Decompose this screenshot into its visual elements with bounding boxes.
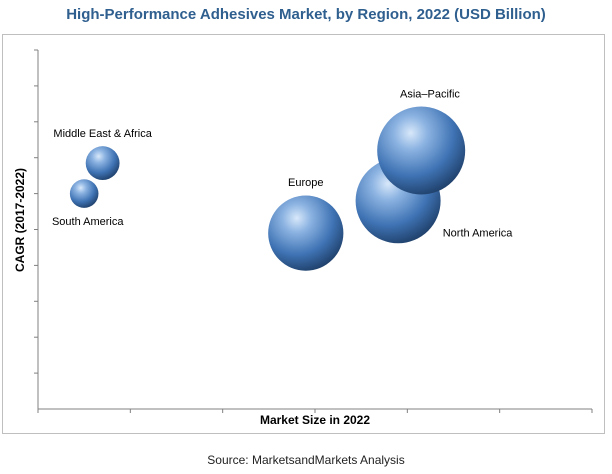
bubble-label: North America	[443, 228, 514, 240]
x-axis-label: Market Size in 2022	[260, 413, 370, 427]
bubble-label: Middle East & Africa	[53, 128, 152, 140]
axes	[34, 49, 593, 413]
bubble-label: Europe	[288, 177, 323, 189]
bubble	[85, 146, 120, 181]
bubble	[377, 106, 466, 195]
source-note: Source: MarketsandMarkets Analysis	[207, 453, 405, 467]
y-axis-label: CAGR (2017-2022)	[13, 168, 27, 272]
bubbles	[69, 106, 466, 271]
bubble-label: South America	[52, 216, 124, 228]
bubble	[69, 179, 99, 208]
bubble-label: Asia–Pacific	[400, 89, 460, 101]
chart-title: High-Performance Adhesives Market, by Re…	[66, 6, 546, 23]
bubble	[268, 195, 344, 271]
chart-frame	[2, 34, 605, 434]
bubble-labels: Middle East & Africa South America Europe N…	[52, 89, 513, 240]
